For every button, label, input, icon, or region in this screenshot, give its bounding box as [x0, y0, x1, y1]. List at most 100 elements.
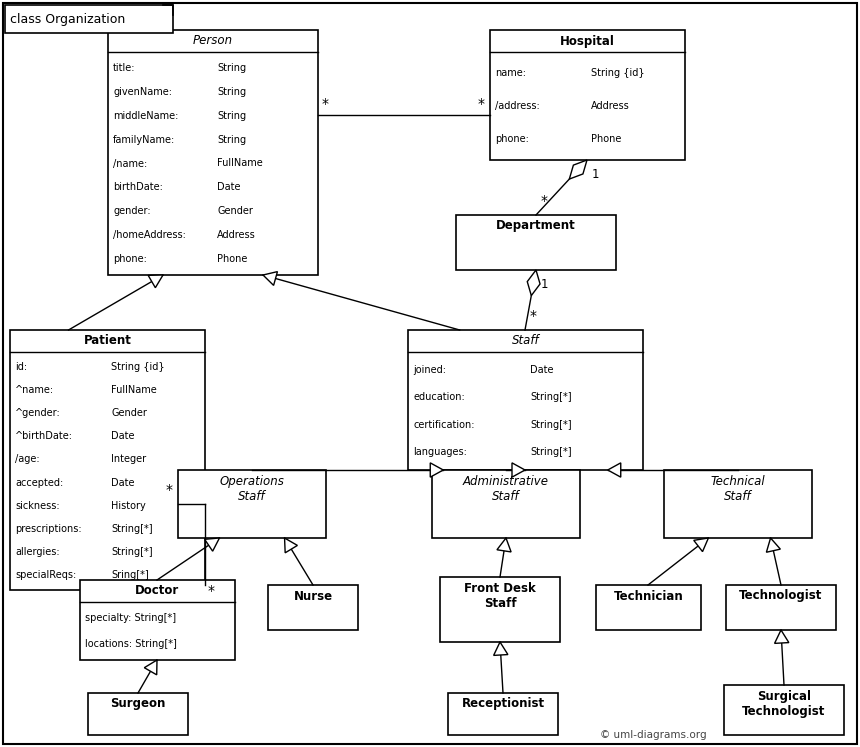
Text: String[*]: String[*]: [531, 392, 572, 403]
Text: Integer: Integer: [112, 454, 146, 465]
Text: Hospital: Hospital: [560, 34, 615, 48]
Text: specialty: String[*]: specialty: String[*]: [85, 613, 176, 624]
Polygon shape: [512, 463, 525, 477]
Polygon shape: [430, 463, 443, 477]
Text: middleName:: middleName:: [113, 111, 178, 120]
Polygon shape: [527, 270, 540, 296]
Polygon shape: [144, 660, 157, 675]
Text: Surgeon: Surgeon: [110, 698, 166, 710]
Text: gender:: gender:: [113, 206, 150, 217]
Text: String[*]: String[*]: [112, 524, 153, 534]
Text: String {id}: String {id}: [112, 362, 165, 372]
Text: certification:: certification:: [413, 420, 475, 430]
Text: Date: Date: [531, 365, 554, 375]
Text: education:: education:: [413, 392, 464, 403]
Bar: [432, 470, 580, 538]
Text: id:: id:: [15, 362, 28, 372]
Bar: [10, 330, 205, 590]
Text: Technical
Staff: Technical Staff: [710, 475, 765, 503]
Text: String: String: [218, 134, 246, 144]
Text: String[*]: String[*]: [112, 547, 153, 557]
Text: Patient: Patient: [83, 335, 132, 347]
Text: Doctor: Doctor: [135, 584, 180, 598]
Text: *: *: [541, 194, 548, 208]
Text: Gender: Gender: [218, 206, 253, 217]
Text: familyName:: familyName:: [113, 134, 175, 144]
Text: FullName: FullName: [112, 385, 157, 395]
Text: sickness:: sickness:: [15, 500, 59, 511]
Text: Receptionist: Receptionist: [462, 698, 544, 710]
Polygon shape: [766, 538, 780, 552]
Text: ^gender:: ^gender:: [15, 408, 61, 418]
Polygon shape: [497, 538, 511, 552]
Text: Front Desk
Staff: Front Desk Staff: [464, 582, 536, 610]
Text: languages:: languages:: [413, 447, 467, 457]
Text: phone:: phone:: [495, 134, 529, 143]
Text: Administrative
Staff: Administrative Staff: [463, 475, 549, 503]
Text: ^birthDate:: ^birthDate:: [15, 431, 73, 441]
Text: prescriptions:: prescriptions:: [15, 524, 82, 534]
Text: Phone: Phone: [592, 134, 622, 143]
Bar: [664, 470, 812, 538]
Bar: [448, 693, 558, 735]
Polygon shape: [263, 272, 278, 285]
Text: Date: Date: [218, 182, 241, 193]
Text: History: History: [112, 500, 146, 511]
Bar: [178, 470, 326, 538]
Bar: [408, 330, 643, 470]
Bar: [724, 685, 844, 735]
Text: givenName:: givenName:: [113, 87, 172, 96]
Text: Phone: Phone: [218, 255, 248, 264]
Text: /name:: /name:: [113, 158, 147, 169]
Text: Address: Address: [592, 101, 630, 111]
Text: *: *: [166, 483, 173, 497]
Polygon shape: [285, 538, 298, 553]
Text: title:: title:: [113, 63, 136, 72]
Text: String[*]: String[*]: [531, 447, 572, 457]
Polygon shape: [608, 463, 621, 477]
Bar: [490, 30, 685, 160]
Text: birthDate:: birthDate:: [113, 182, 163, 193]
Polygon shape: [205, 538, 219, 551]
Polygon shape: [775, 630, 789, 643]
Bar: [88, 693, 188, 735]
Bar: [440, 577, 560, 642]
Text: locations: String[*]: locations: String[*]: [85, 639, 177, 648]
Polygon shape: [569, 160, 587, 179]
Text: Technician: Technician: [614, 589, 684, 603]
Text: String {id}: String {id}: [592, 68, 645, 78]
Polygon shape: [494, 642, 508, 655]
Bar: [5, 5, 173, 33]
Text: Surgical
Technologist: Surgical Technologist: [742, 690, 826, 718]
Text: allergies:: allergies:: [15, 547, 59, 557]
Text: /address:: /address:: [495, 101, 540, 111]
Text: class Organization: class Organization: [10, 13, 126, 26]
Text: accepted:: accepted:: [15, 477, 64, 488]
Text: Technologist: Technologist: [740, 589, 823, 603]
Text: specialReqs:: specialReqs:: [15, 570, 77, 580]
Text: String: String: [218, 63, 246, 72]
Text: Operations
Staff: Operations Staff: [219, 475, 285, 503]
Text: /age:: /age:: [15, 454, 40, 465]
Text: phone:: phone:: [113, 255, 147, 264]
Bar: [726, 585, 836, 630]
Text: FullName: FullName: [218, 158, 263, 169]
Text: Person: Person: [193, 34, 233, 48]
Text: © uml-diagrams.org: © uml-diagrams.org: [600, 730, 707, 740]
Polygon shape: [694, 538, 709, 551]
Text: Sring[*]: Sring[*]: [112, 570, 149, 580]
Text: Gender: Gender: [112, 408, 147, 418]
Text: 1: 1: [592, 168, 599, 181]
Text: joined:: joined:: [413, 365, 446, 375]
Text: Nurse: Nurse: [293, 589, 333, 603]
Text: 1: 1: [541, 278, 549, 291]
Text: /homeAddress:: /homeAddress:: [113, 230, 186, 241]
Bar: [596, 585, 701, 630]
Text: String: String: [218, 111, 246, 120]
Text: *: *: [478, 97, 485, 111]
Text: Staff: Staff: [512, 335, 539, 347]
Text: Date: Date: [112, 477, 135, 488]
Text: String[*]: String[*]: [531, 420, 572, 430]
Text: String: String: [218, 87, 246, 96]
Bar: [268, 585, 358, 630]
